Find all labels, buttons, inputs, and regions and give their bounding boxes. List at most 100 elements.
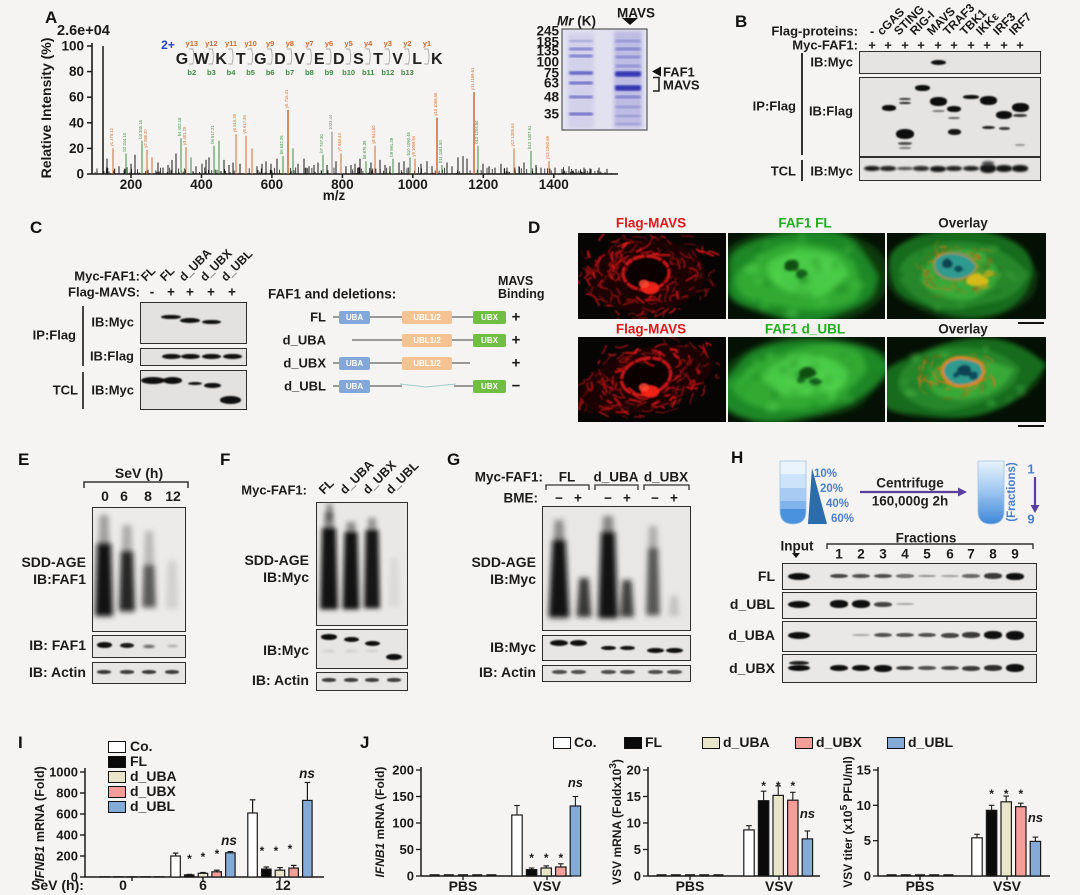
svg-text:ns: ns: [299, 766, 315, 781]
svg-text:*: *: [187, 852, 192, 866]
svg-text:y2: y2: [403, 39, 411, 48]
svg-text:y12 1305.64: y12 1305.64: [510, 123, 515, 147]
svg-text:*: *: [761, 779, 766, 793]
svg-text:V: V: [392, 51, 403, 68]
svg-text:SeV (h):: SeV (h):: [31, 877, 84, 893]
svg-text:K: K: [431, 51, 443, 68]
svg-text:*: *: [1018, 787, 1023, 801]
svg-text:PBS: PBS: [676, 878, 705, 894]
svg-text:y2 288.20: y2 288.20: [143, 129, 148, 148]
svg-text:ns: ns: [1028, 810, 1043, 825]
svg-text:1000: 1000: [49, 765, 78, 780]
svg-text:15: 15: [627, 789, 641, 804]
svg-text:600: 600: [56, 807, 78, 822]
svg-text:15: 15: [857, 763, 871, 778]
svg-text:y1: y1: [423, 39, 431, 48]
svg-text:y11: y11: [225, 39, 237, 48]
svg-text:*: *: [260, 844, 265, 858]
svg-text:5: 5: [634, 842, 641, 857]
svg-text:b2: b2: [187, 68, 196, 77]
svg-text:b3: b3: [207, 68, 216, 77]
svg-text:y10: y10: [244, 39, 257, 48]
svg-text:1000: 1000: [398, 177, 428, 192]
svg-text:VSV: VSV: [765, 878, 794, 894]
svg-text:b12 1204.54: b12 1204.54: [474, 120, 479, 144]
svg-text:y6: y6: [325, 39, 333, 48]
svg-text:5: 5: [864, 833, 871, 848]
svg-text:0: 0: [634, 869, 641, 884]
svg-text:b7 747.30: b7 747.30: [319, 133, 324, 152]
svg-text:b6: b6: [266, 68, 275, 77]
svg-text:b7: b7: [285, 68, 294, 77]
svg-text:b8 876.35: b8 876.35: [362, 140, 367, 159]
svg-text:E: E: [314, 51, 325, 68]
svg-text:D: D: [274, 51, 286, 68]
svg-text:ns: ns: [800, 806, 815, 821]
svg-text:400: 400: [56, 828, 78, 843]
svg-text:20: 20: [627, 763, 641, 778]
svg-text:L: L: [412, 51, 422, 68]
svg-text:b13 1307.61: b13 1307.61: [527, 125, 532, 149]
svg-text:100: 100: [392, 816, 414, 831]
svg-text:b11: b11: [362, 68, 375, 77]
svg-text:y8: y8: [286, 39, 294, 48]
svg-text:y9: y9: [266, 39, 274, 48]
svg-text:b13: b13: [401, 68, 414, 77]
svg-text:0: 0: [864, 869, 871, 884]
svg-text:0: 0: [407, 869, 414, 884]
svg-text:b11 1161.50: b11 1161.50: [438, 140, 443, 163]
svg-text:b10 1090.46: b10 1090.46: [406, 131, 411, 155]
svg-text:b4: b4: [227, 68, 237, 77]
svg-text:b8: b8: [305, 68, 314, 77]
svg-text:T: T: [373, 51, 383, 68]
svg-text:y10 1068.56: y10 1068.56: [433, 92, 438, 116]
svg-text:*: *: [776, 779, 781, 793]
svg-text:T: T: [236, 51, 246, 68]
svg-text:10: 10: [857, 798, 871, 813]
svg-text:y12: y12: [205, 39, 218, 48]
svg-text:y4 516.30: y4 516.30: [232, 113, 237, 132]
svg-text:*: *: [989, 787, 994, 801]
svg-text:S: S: [353, 51, 364, 68]
svg-text:y4: y4: [364, 39, 373, 48]
svg-text:6: 6: [199, 877, 207, 893]
svg-text:b3 345.16: b3 345.16: [138, 119, 143, 138]
svg-text:y7: y7: [305, 39, 313, 48]
svg-text:*: *: [790, 779, 795, 793]
svg-text:y1 175.12: y1 175.12: [109, 127, 114, 146]
svg-text:y9 1059.54: y9 1059.54: [411, 135, 416, 156]
svg-text:y5 617.35: y5 617.35: [242, 115, 247, 134]
svg-text:y7 845.44: y7 845.44: [337, 132, 342, 151]
svg-text:ns: ns: [568, 775, 582, 790]
svg-text:G: G: [176, 51, 188, 68]
svg-text:80: 80: [69, 64, 84, 79]
svg-text:1400: 1400: [539, 177, 569, 192]
svg-text:2+: 2+: [161, 38, 175, 52]
svg-text:600: 600: [261, 177, 284, 192]
svg-text:b5 517.21: b5 517.21: [210, 124, 215, 143]
svg-text:10: 10: [627, 816, 641, 831]
svg-text:y6 716.41: y6 716.41: [284, 89, 289, 108]
svg-text:b2 244.10: b2 244.10: [122, 132, 127, 151]
svg-text:0: 0: [71, 870, 78, 885]
svg-text:b5: b5: [246, 68, 255, 77]
svg-text:b12: b12: [381, 68, 394, 77]
svg-text:*: *: [201, 850, 206, 864]
svg-text:y13 1392.69: y13 1392.69: [545, 135, 550, 159]
svg-text:y5: y5: [344, 39, 352, 48]
svg-text:*: *: [544, 851, 549, 865]
svg-text:0: 0: [119, 877, 127, 893]
svg-text:*: *: [288, 842, 293, 856]
svg-text:60: 60: [69, 90, 84, 105]
svg-text:W: W: [194, 51, 210, 68]
svg-text:b9: b9: [325, 68, 334, 77]
svg-text:*: *: [558, 851, 563, 865]
svg-text:m/z: m/z: [323, 188, 346, 203]
svg-text:*: *: [215, 847, 220, 861]
svg-text:D: D: [333, 51, 345, 68]
svg-text:200: 200: [120, 177, 143, 192]
svg-text:V: V: [294, 51, 305, 68]
svg-text:VSV: VSV: [993, 878, 1022, 894]
svg-text:y3: y3: [384, 39, 392, 48]
svg-text:40: 40: [69, 115, 84, 130]
